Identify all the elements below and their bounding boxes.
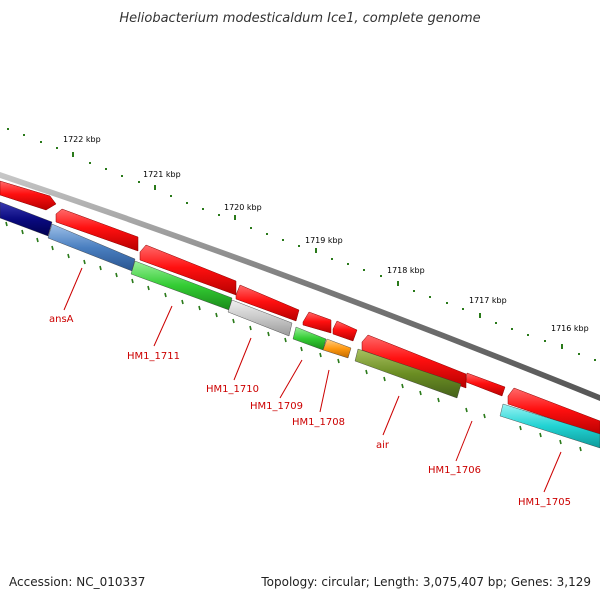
topology-text: Topology: circular; Length: 3,075,407 bp…	[260, 575, 591, 589]
reverse-gene-hm1-1705	[499, 403, 600, 449]
kbp-label: 1720 kbp	[224, 203, 262, 212]
genome-backbone	[0, 172, 600, 401]
gene-label[interactable]: HM1_1708	[292, 417, 345, 428]
forward-gene	[507, 387, 600, 436]
reverse-gene-hm1-1709	[292, 326, 327, 351]
reverse-gene-unnamed	[0, 201, 53, 237]
gene-label[interactable]: HM1_1706	[428, 465, 481, 476]
inner-ticks	[5, 221, 582, 452]
gene-label[interactable]: air	[376, 440, 390, 451]
genome-title: Heliobacterium modesticaldum Ice1, compl…	[119, 11, 480, 26]
kbp-label: 1716 kbp	[551, 324, 589, 333]
kbp-label: 1717 kbp	[469, 296, 507, 305]
scale-ticks	[7, 128, 596, 361]
forward-gene	[465, 372, 506, 397]
forward-gene	[302, 311, 332, 334]
forward-gene	[235, 284, 300, 322]
forward-gene	[0, 180, 57, 211]
kbp-label: 1719 kbp	[305, 236, 343, 245]
gene-label[interactable]: HM1_1709	[250, 401, 303, 412]
kbp-label: 1718 kbp	[387, 266, 425, 275]
kbp-label: 1721 kbp	[143, 170, 181, 179]
gene-label[interactable]: HM1_1711	[127, 351, 180, 362]
forward-gene	[55, 208, 139, 252]
kbp-label: 1722 kbp	[63, 135, 101, 144]
gene-label[interactable]: ansA	[49, 314, 74, 325]
forward-strand	[0, 180, 600, 436]
gene-label[interactable]: HM1_1705	[518, 497, 571, 508]
forward-gene	[139, 244, 237, 296]
reverse-gene-air	[354, 348, 462, 399]
gene-label[interactable]: HM1_1710	[206, 384, 259, 395]
reverse-gene-hm1-1710	[227, 299, 293, 337]
reverse-gene-hm1-1708	[322, 338, 352, 359]
accession-text: Accession: NC_010337	[9, 575, 145, 589]
reverse-strand	[0, 201, 600, 449]
forward-gene	[332, 320, 358, 342]
leader-lines	[63, 267, 562, 493]
